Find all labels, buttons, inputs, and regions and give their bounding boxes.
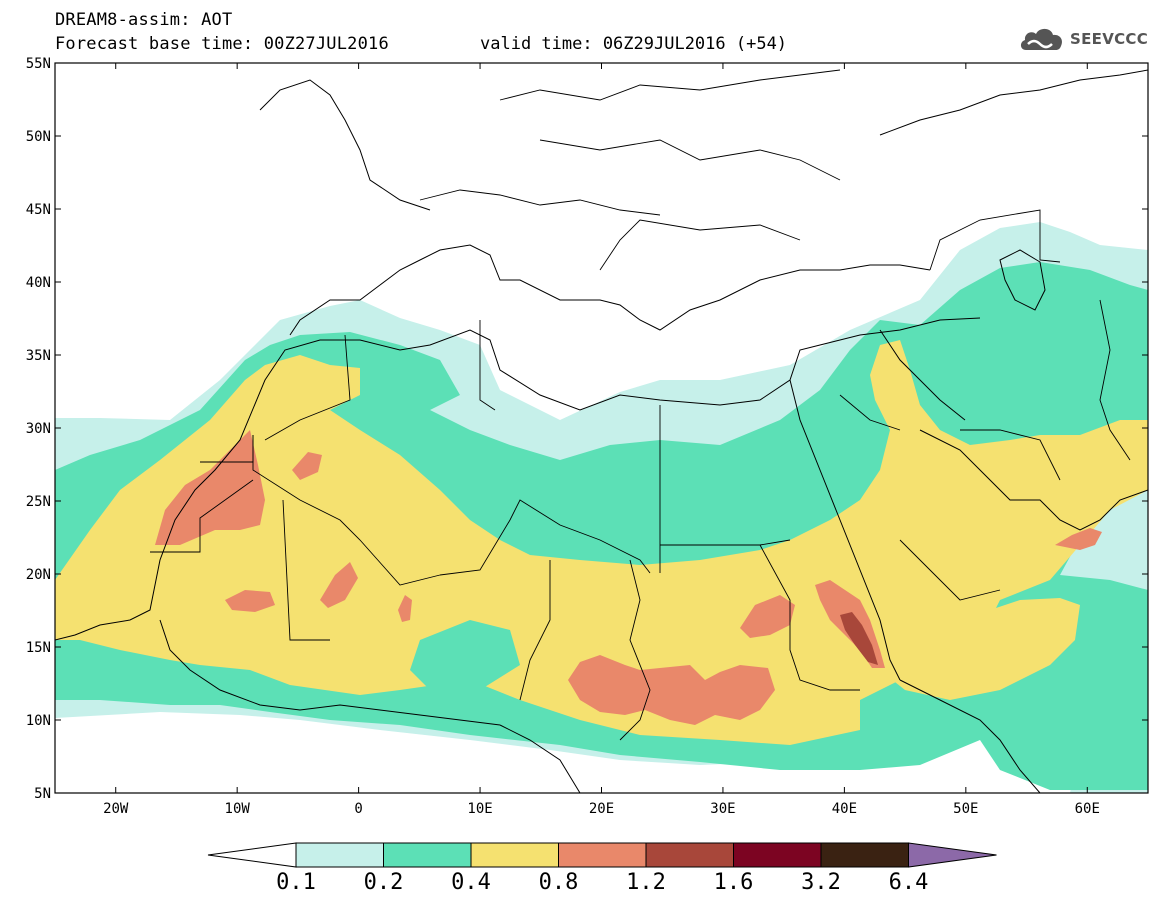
aot-contour-0.8-mali <box>225 590 275 612</box>
colorbar-swatch <box>470 842 559 868</box>
lat-tick-label: 40N <box>26 275 51 291</box>
colorbar-swatch <box>383 842 472 868</box>
lat-tick-label: 30N <box>26 421 51 437</box>
colorbar-swatch <box>820 842 909 868</box>
aot-contour-0.8-niger-east <box>398 595 412 622</box>
aot-contour-0.8-niger <box>320 562 358 608</box>
colorbar-label: 0.4 <box>451 870 491 895</box>
colorbar-over-triangle <box>908 842 997 868</box>
lon-tick-label: 50E <box>953 801 978 817</box>
colorbar-swatch <box>733 842 822 868</box>
valid-time: valid time: 06Z29JUL2016 (+54) <box>480 34 788 54</box>
lat-tick-label: 25N <box>26 494 51 510</box>
colorbar-label: 6.4 <box>889 870 929 895</box>
lon-tick-label: 20W <box>103 801 129 817</box>
aot-contour-0.8-sudan-north <box>740 595 795 638</box>
lat-tick-label: 35N <box>26 348 51 364</box>
aot-contour-0.8-chad-sudan <box>568 655 775 725</box>
lon-tick-label: 10W <box>225 801 251 817</box>
aot-contour-0.2-inset <box>410 620 520 690</box>
colorbar-label: 0.1 <box>276 870 316 895</box>
lon-tick-label: 20E <box>589 801 614 817</box>
colorbar-swatch <box>558 842 647 868</box>
aot-contour-0.8-mauritania <box>155 430 265 545</box>
colorbar: 0.1 0.2 0.4 0.8 1.2 1.6 3.2 6.4 <box>207 842 997 895</box>
lat-tick-label: 20N <box>26 567 51 583</box>
aot-contour-1.2-eritrea <box>840 612 878 665</box>
title-line-2: Forecast base time: 00Z27JUL2016 <box>55 34 389 54</box>
colorbar-label: 0.8 <box>539 870 579 895</box>
cloud-icon <box>1020 28 1063 50</box>
lon-tick-label: 0 <box>354 801 362 817</box>
aot-contour-0.4-arabia <box>880 598 1080 700</box>
lon-tick-label: 60E <box>1075 801 1100 817</box>
aot-field <box>55 63 1148 793</box>
colorbar-label: 1.2 <box>626 870 666 895</box>
lat-tick-label: 5N <box>34 786 51 802</box>
lon-tick-label: 30E <box>710 801 735 817</box>
lat-tick-label: 15N <box>26 640 51 656</box>
colorbar-label: 3.2 <box>801 870 841 895</box>
coastlines <box>55 69 1148 793</box>
aot-contour-0.8-oman <box>1055 528 1102 550</box>
lon-tick-label: 40E <box>832 801 857 817</box>
colorbar-label: 0.2 <box>364 870 404 895</box>
country-borders <box>150 69 1131 741</box>
lat-tick-label: 45N <box>26 202 51 218</box>
colorbar-swatch <box>295 842 384 868</box>
logo-text: SEEVCCC <box>1070 30 1149 48</box>
lat-tick-label: 50N <box>26 129 51 145</box>
longitude-axis: 20W 10W 0 10E 20E 30E 40E 50E 60E <box>103 63 1100 817</box>
aot-contour-0.8-algeria <box>292 452 322 480</box>
seevccc-logo: SEEVCCC <box>1018 22 1148 56</box>
colorbar-under-triangle <box>207 842 297 868</box>
lat-tick-label: 55N <box>26 56 51 72</box>
colorbar-swatch <box>645 842 734 868</box>
lat-tick-label: 10N <box>26 713 51 729</box>
lon-tick-label: 10E <box>467 801 492 817</box>
title-line-1: DREAM8-assim: AOT <box>55 10 233 30</box>
latitude-axis: 55N 50N 45N 40N 35N 30N 25N 20N 15N 10N 5N <box>26 56 1148 802</box>
colorbar-label: 1.6 <box>714 870 754 895</box>
